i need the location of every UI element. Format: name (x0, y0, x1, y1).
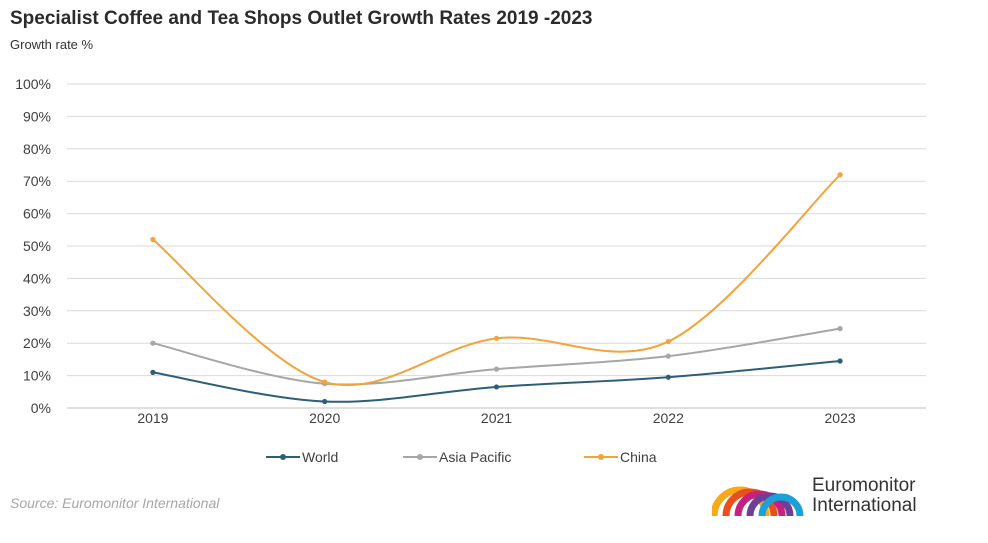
data-point-china[interactable] (150, 236, 156, 243)
legend-item-asia-pacific[interactable]: Asia Pacific (403, 449, 511, 465)
data-point-world[interactable] (493, 384, 500, 390)
legend-swatch-asia-pacific (403, 452, 437, 462)
logo-wordmark: Euromonitor International (812, 476, 917, 516)
legend: World Asia Pacific China (0, 449, 988, 469)
rainbow-arcs-icon (710, 486, 804, 517)
series-lines (150, 172, 843, 405)
data-point-world[interactable] (150, 369, 156, 375)
y-tick-label: 70% (23, 173, 51, 189)
y-tick-label: 30% (23, 303, 51, 319)
legend-label-china: China (620, 449, 657, 465)
legend-item-china[interactable]: China (584, 449, 657, 465)
data-point-asia-pacific[interactable] (493, 366, 500, 372)
series-line-china (152, 174, 841, 387)
x-tick-label: 2022 (653, 410, 684, 426)
y-tick-label: 10% (23, 368, 51, 384)
legend-label-asia-pacific: Asia Pacific (439, 449, 512, 465)
data-point-china[interactable] (837, 172, 843, 178)
legend-swatch-world (266, 452, 300, 462)
y-tick-label: 80% (23, 141, 51, 157)
gridlines (67, 83, 926, 409)
logo-line-2: International (812, 495, 917, 516)
y-tick-label: 0% (31, 400, 51, 416)
y-tick-label: 20% (23, 335, 51, 351)
data-point-world[interactable] (322, 398, 328, 405)
y-tick-label: 50% (23, 238, 51, 254)
x-tick-label: 2020 (309, 410, 340, 426)
data-point-asia-pacific[interactable] (837, 326, 843, 332)
y-tick-label: 100% (15, 76, 51, 92)
y-tick-label: 90% (23, 108, 51, 124)
data-point-asia-pacific[interactable] (665, 353, 671, 359)
x-tick-label: 2019 (137, 410, 168, 426)
y-tick-label: 40% (23, 270, 51, 286)
data-point-china[interactable] (493, 335, 500, 341)
x-axis-ticks: 2019 2020 2021 2022 2023 (137, 410, 856, 426)
data-point-world[interactable] (837, 358, 843, 364)
legend-label-world: World (302, 449, 339, 465)
y-axis-ticks: 0% 10% 20% 30% 40% 50% 60% 70% 80% 90% 100% (15, 76, 51, 416)
data-point-world[interactable] (665, 374, 671, 380)
x-tick-label: 2021 (481, 410, 512, 426)
legend-swatch-china (584, 452, 618, 462)
euromonitor-logo: Euromonitor International (710, 474, 972, 518)
logo-line-1: Euromonitor (812, 475, 916, 496)
legend-item-world[interactable]: World (266, 449, 338, 465)
data-point-china[interactable] (665, 338, 671, 345)
source-note: Source: Euromonitor International (10, 495, 220, 511)
x-tick-label: 2023 (825, 410, 856, 426)
y-tick-label: 60% (23, 206, 51, 222)
data-point-china[interactable] (322, 379, 328, 385)
chart-subtitle: Growth rate % (10, 37, 94, 52)
chart-title: Specialist Coffee and Tea Shops Outlet G… (10, 8, 593, 29)
data-point-asia-pacific[interactable] (150, 340, 156, 346)
